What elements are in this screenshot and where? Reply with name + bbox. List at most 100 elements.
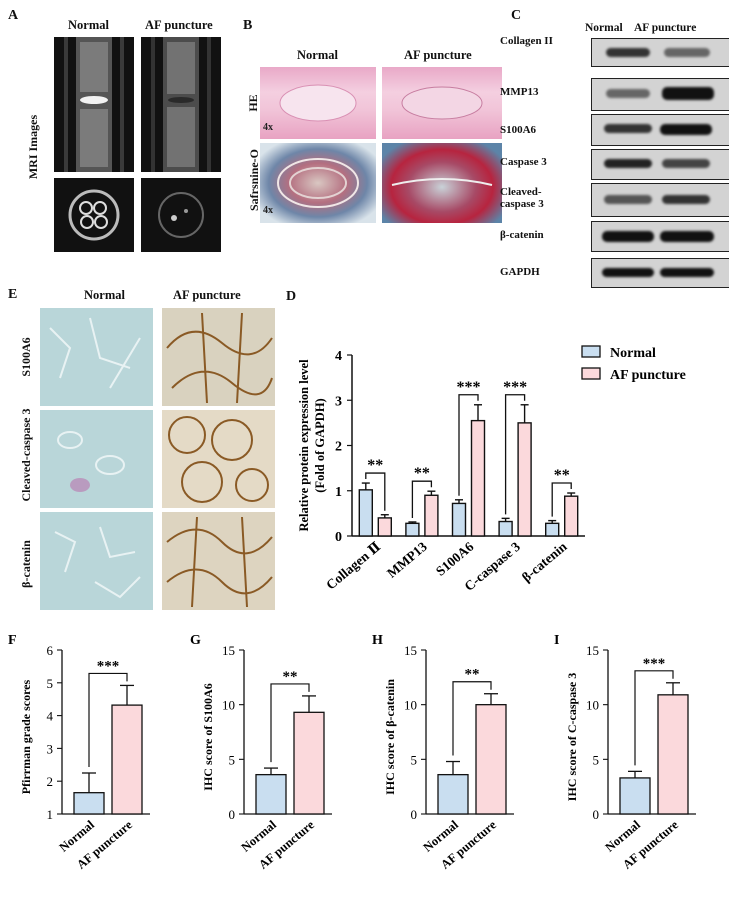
- chart-d-sig-label: **: [367, 457, 383, 474]
- panel-a-label: A: [8, 8, 19, 23]
- panel-d-label: D: [286, 289, 297, 304]
- chart-f-ytick-label: 2: [47, 774, 54, 789]
- chart-d-sig-bracket: [551, 482, 572, 517]
- chart-g-ytick-label: 5: [229, 752, 236, 767]
- panel-b-col-af: AF puncture: [404, 48, 472, 62]
- panel-e-col-af: AF puncture: [173, 288, 241, 302]
- panel-c-col-normal: Normal: [585, 22, 623, 34]
- chart-f-ytick-label: 4: [47, 709, 54, 724]
- panel-c-col-af: AF puncture: [634, 22, 697, 34]
- chart-h-panel-label: H: [372, 633, 383, 648]
- chart-f-sig-bracket: [88, 672, 128, 767]
- safranine-normal-image: 4x: [260, 143, 376, 223]
- panel-e-col-normal: Normal: [84, 288, 125, 302]
- chart-d-xtick-label: β-catenin: [519, 538, 570, 584]
- ihc-cleaved-af: [162, 410, 275, 508]
- chart-d-legend-swatch: [581, 345, 601, 358]
- chart-h-ytick-label: 10: [404, 698, 417, 713]
- wb-label-mmp13: MMP13: [500, 86, 539, 98]
- chart-i-ytick-label: 5: [593, 752, 600, 767]
- wb-strip-mmp13: [591, 78, 729, 111]
- wb-strip-s100a6: [591, 114, 729, 146]
- chart-h-sig-label: **: [465, 667, 480, 683]
- ihc-cleaved-normal: [40, 410, 153, 508]
- chart-d-bar: [358, 489, 374, 537]
- chart-f-bar: [111, 704, 143, 815]
- he-af-image: [382, 67, 502, 139]
- panel-a-col-normal: Normal: [68, 18, 109, 32]
- chart-f-sig-label: ***: [97, 658, 120, 674]
- mri-normal-axial: [54, 178, 134, 252]
- chart-f-ytick-label: 3: [47, 741, 54, 756]
- chart-d-bar: [498, 520, 513, 537]
- chart-h-ytick-label: 5: [411, 752, 418, 767]
- chart-g-ytick-label: 15: [222, 643, 235, 658]
- chart-d-xtick-label: Collagen Ⅱ: [323, 539, 383, 593]
- panel-b-label: B: [243, 18, 253, 33]
- chart-h-bar: [475, 704, 507, 815]
- ihc-bcatenin-af: [162, 512, 275, 610]
- chart-i-ytick-label: 15: [586, 643, 599, 658]
- chart-d-xtick-label: MMP13: [384, 539, 430, 581]
- panel-a-row-label: MRI Images: [26, 114, 40, 180]
- chart-d-bar: [377, 517, 393, 537]
- chart-d-bar: [405, 522, 420, 537]
- chart-d-ytick-label: 0: [335, 530, 342, 545]
- ihc-bcatenin-normal: [40, 512, 153, 610]
- chart-d-ylabel: Relative protein expression level: [297, 359, 311, 532]
- wb-strip-collagen: [591, 38, 729, 67]
- panel-a-col-af: AF puncture: [145, 18, 213, 32]
- panel-b-row-saf: Safrsnine-O: [247, 149, 261, 212]
- wb-strip-caspase3: [591, 149, 729, 180]
- chart-i-ytick-label: 0: [593, 807, 600, 822]
- chart-g-bar: [255, 773, 287, 815]
- chart-d: 0 1 2 3 4 Relative protein expression level (F…: [297, 345, 686, 594]
- chart-d-ylabel2: (Fold of GAPDH): [313, 398, 327, 492]
- chart-i-ylabel: IHC score of C-caspase 3: [565, 673, 579, 801]
- chart-d-sig-label: **: [554, 467, 570, 484]
- chart-h-ytick-label: 15: [404, 643, 417, 658]
- chart-g-bar: [293, 711, 325, 815]
- chart-d-bar: [424, 494, 439, 537]
- chart-d-sig-bracket: [458, 394, 479, 496]
- chart-g-panel-label: G: [190, 633, 201, 648]
- chart-f-ytick-label: 1: [47, 807, 54, 822]
- chart-d-legend-label: Normal: [610, 346, 656, 361]
- chart-f-ytick-label: 5: [47, 676, 54, 691]
- chart-g-ytick-label: 0: [229, 807, 236, 822]
- safranine-af-image: [382, 143, 502, 223]
- mri-af-axial: [141, 178, 221, 252]
- chart-h-ylabel: IHC score of β-catenin: [383, 679, 397, 795]
- panel-c-label: C: [511, 8, 522, 23]
- chart-d-bar: [545, 522, 560, 537]
- chart-f-ytick-label: 6: [47, 643, 54, 658]
- wb-label-collagen: Collagen II: [500, 35, 553, 47]
- saf-normal-mag: 4x: [263, 205, 273, 216]
- panel-e-label: E: [8, 287, 18, 302]
- chart-i-sig-label: ***: [643, 656, 666, 672]
- wb-strip-cleaved: [591, 183, 729, 217]
- chart-i-sig-bracket: [634, 670, 674, 766]
- chart-h-ytick-label: 0: [411, 807, 418, 822]
- chart-g-sig-bracket: [270, 683, 310, 763]
- ihc-s100a6-normal: [40, 308, 153, 406]
- wb-label-cleaved: Cleaved-caspase 3: [500, 186, 544, 210]
- wb-label-s100a6: S100A6: [500, 124, 537, 136]
- chart-g-ytick-label: 10: [222, 698, 235, 713]
- chart-i-bar: [657, 694, 689, 815]
- chart-d-bar: [517, 422, 532, 537]
- chart-d-ytick-label: 4: [335, 349, 342, 364]
- chart-i-bar: [619, 777, 651, 815]
- chart-g-sig-label: **: [283, 669, 298, 685]
- he-normal-image: 4x: [260, 67, 376, 139]
- chart-d-xtick-label: S100A6: [433, 539, 477, 579]
- chart-d-bar: [470, 419, 486, 537]
- chart-i-panel-label: I: [554, 633, 559, 648]
- mri-normal-sagittal: [54, 37, 134, 172]
- chart-d-sig-bracket: [504, 394, 526, 515]
- chart-f-bar: [73, 792, 105, 815]
